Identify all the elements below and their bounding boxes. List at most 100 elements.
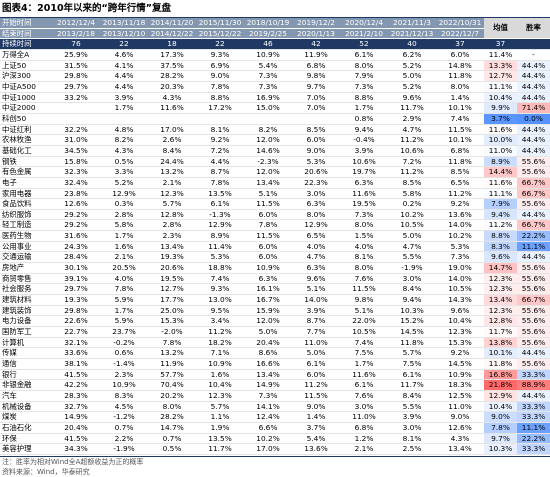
cell: 9.4%: [340, 124, 388, 136]
cell: 5.3%: [436, 241, 484, 253]
cell: 14.9%: [52, 411, 100, 423]
cell: 23.8%: [52, 188, 100, 200]
cell: 1.4%: [436, 92, 484, 104]
cell: 20.6%: [292, 166, 340, 178]
header-cell: 2022/10/31: [436, 18, 484, 29]
cell: 5.7%: [388, 347, 436, 359]
cell: 8.8%: [340, 92, 388, 104]
cell: 3.9%: [340, 145, 388, 157]
cell: 8.5%: [388, 177, 436, 189]
data-row: 轻工制造 29.2% 5.8% 2.8% 12.9% 7.8% 12.9% 8.0% 10.5%…: [0, 219, 550, 232]
cell: 7.8%: [484, 422, 517, 434]
cell: 33.3%: [517, 401, 550, 413]
cell: 11.6%: [484, 124, 517, 136]
cell: 24.4%: [148, 156, 196, 168]
cell: 13.4%: [148, 241, 196, 253]
data-row: 电力设备 22.6% 5.9% 15.3% 3.4% 12.0% 8.7% 22.0% 15.2…: [0, 315, 550, 328]
header-cell: 2012/12/4: [52, 18, 100, 29]
cell: 6.3%: [292, 198, 340, 210]
cell: 6.1%: [196, 198, 244, 210]
cell: -2.3%: [244, 156, 292, 168]
cell: 8.0%: [292, 209, 340, 221]
cell: 33.3%: [517, 369, 550, 381]
cell: 11.5%: [340, 283, 388, 296]
cell: 13.6%: [436, 209, 484, 221]
cell: 4.0%: [292, 241, 340, 253]
cell: 12.0%: [244, 315, 292, 328]
cell: 11.8%: [484, 358, 517, 370]
cell: 55.6%: [517, 262, 550, 274]
cell: 28.3%: [52, 390, 100, 402]
data-row: 中证红利 32.2% 4.8% 17.0% 8.1% 8.2% 8.5% 9.4% 4.7% 11…: [0, 124, 550, 136]
cell: 10.1%: [484, 347, 517, 359]
cell: 7.7%: [292, 326, 340, 338]
cell: 31.0%: [52, 134, 100, 146]
cell: [196, 113, 244, 125]
header-cell: 持续时间: [0, 38, 52, 50]
cell: 24.3%: [52, 241, 100, 253]
cell: 66.7%: [517, 294, 550, 306]
cell: 9.0%: [196, 70, 244, 82]
cell: 55.6%: [517, 358, 550, 370]
cell: 10.9%: [244, 262, 292, 274]
cell: 4.0%: [100, 273, 148, 285]
header-row: 持续时间 76 22 18 22 46 42 52 40 37 37: [0, 38, 550, 50]
cell: 32.4%: [52, 177, 100, 189]
row-label: 机械设备: [0, 401, 52, 413]
cell: 33.2%: [52, 92, 100, 104]
cell: 12.8%: [484, 315, 517, 328]
cell: 10.4%: [484, 401, 517, 413]
cell: 55.6%: [517, 337, 550, 349]
cell: 19.0%: [436, 262, 484, 274]
cell: 22.0%: [340, 315, 388, 328]
cell: 9.5%: [196, 305, 244, 317]
cell: 5.7%: [196, 401, 244, 413]
cell: 28.2%: [148, 411, 196, 423]
cell: 6.3%: [292, 262, 340, 274]
header-cell: 2018/10/19: [244, 18, 292, 29]
cell: 5.0%: [292, 347, 340, 359]
cell: 25.9%: [52, 49, 100, 61]
row-label: 轻工制造: [0, 219, 52, 232]
cell: 7.3%: [244, 390, 292, 402]
cell: 8.3%: [484, 241, 517, 253]
cell: 9.8%: [292, 70, 340, 82]
cell: 12.7%: [148, 283, 196, 296]
cell: 33.6%: [52, 347, 100, 359]
cell: 44.4%: [517, 81, 550, 93]
cell: 32.3%: [52, 166, 100, 178]
cell: 44.4%: [517, 70, 550, 82]
cell: 5.0%: [388, 230, 436, 242]
cell: 8.8%: [484, 230, 517, 242]
cell: 25.0%: [148, 305, 196, 317]
cell: 12.3%: [148, 188, 196, 200]
cell: 9.0%: [484, 411, 517, 423]
cell: 1.9%: [196, 422, 244, 434]
cell: 23.7%: [100, 326, 148, 338]
cell: 32.1%: [52, 337, 100, 349]
row-label: 电子: [0, 177, 52, 189]
cell: 13.5%: [196, 188, 244, 200]
cell: 12.3%: [484, 283, 517, 296]
cell: 6.0%: [244, 241, 292, 253]
cell: 9.8%: [340, 294, 388, 306]
cell: 10.5%: [436, 283, 484, 296]
cell: 9.6%: [436, 305, 484, 317]
cell: 11.5%: [244, 230, 292, 242]
cell: 4.3%: [100, 145, 148, 157]
cell: 6.0%: [244, 251, 292, 264]
cell: 32.2%: [52, 124, 100, 136]
row-label: 有色金属: [0, 166, 52, 178]
cell: 8.0%: [340, 219, 388, 232]
cell: 4.3%: [148, 92, 196, 104]
cell: 57.7%: [148, 369, 196, 381]
cell: 7.8%: [148, 337, 196, 349]
cell: 5.9%: [100, 294, 148, 306]
cell: 7.9%: [340, 70, 388, 82]
header-cell: 2014/12/22: [148, 28, 196, 40]
cell: -2.0%: [148, 326, 196, 338]
cell: 10.1%: [436, 134, 484, 146]
cell: 3.9%: [100, 92, 148, 104]
header-cell: 均值: [484, 18, 517, 40]
cell: 10.9%: [244, 49, 292, 61]
